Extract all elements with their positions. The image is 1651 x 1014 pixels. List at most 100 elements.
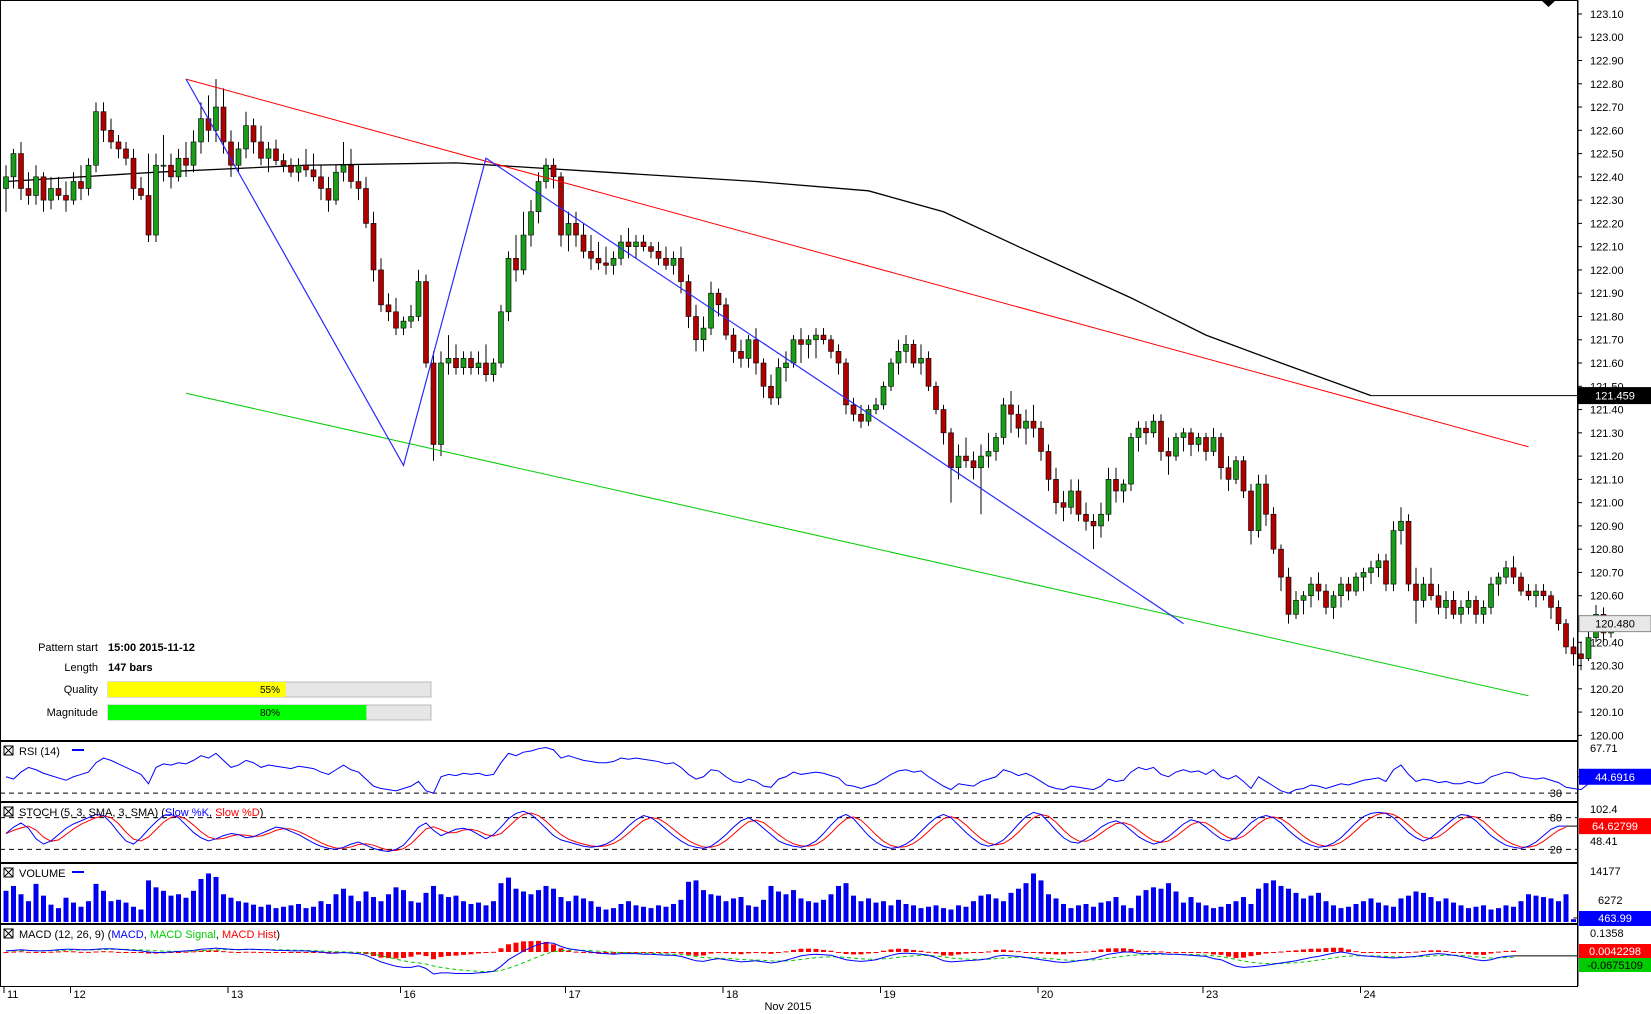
price-tick-label: 121.40 xyxy=(1590,405,1624,417)
bullish-candle xyxy=(1098,513,1104,527)
macd-hist-bar xyxy=(716,952,721,953)
macd-hist-bar xyxy=(1436,950,1441,952)
bullish-candle xyxy=(610,258,617,266)
price-panel[interactable] xyxy=(0,0,1578,741)
macd-panel[interactable] xyxy=(0,924,1578,987)
bullish-candle xyxy=(535,181,542,213)
macd-hist-bar xyxy=(453,952,459,956)
macd-hist-bar xyxy=(33,952,39,953)
bearish-candle xyxy=(453,358,459,368)
volume-bar xyxy=(446,897,451,922)
volume-bar xyxy=(1128,908,1134,922)
macd-hist-bar xyxy=(828,950,834,952)
bullish-candle xyxy=(775,367,782,399)
macd-hist-bar xyxy=(1038,952,1044,954)
bearish-candle xyxy=(940,409,947,434)
macd-hist-bar xyxy=(1458,952,1464,953)
price-tick-label: 120.40 xyxy=(1590,637,1624,649)
volume-bar xyxy=(581,898,586,922)
bearish-candle xyxy=(1525,590,1532,597)
macd-hist-bar xyxy=(401,952,406,958)
volume-bar xyxy=(1316,892,1321,922)
macd-hist-bar xyxy=(663,952,669,954)
macd-hist-bar xyxy=(1338,947,1344,952)
macd-hist-value-label: 0.0042298 xyxy=(1589,946,1641,958)
volume-bar xyxy=(33,883,39,922)
volume-bar xyxy=(566,901,571,922)
macd-hist-bar xyxy=(498,948,504,952)
macd-hist-bar xyxy=(1173,951,1179,953)
price-tick-label: 120.90 xyxy=(1590,521,1624,533)
bullish-candle xyxy=(978,455,984,469)
volume-panel[interactable] xyxy=(0,863,1578,924)
bullish-candle xyxy=(1293,600,1299,615)
volume-bar xyxy=(866,898,871,922)
bullish-candle xyxy=(235,148,242,166)
volume-bar xyxy=(731,898,736,922)
volume-bar xyxy=(1548,898,1554,922)
volume-bar xyxy=(401,890,406,922)
volume-bar xyxy=(858,901,864,922)
price-tick-label: 120.20 xyxy=(1590,684,1624,696)
macd-hist-bar xyxy=(1421,950,1426,952)
volume-bar xyxy=(948,909,954,922)
bullish-candle xyxy=(400,320,407,329)
macd-hist-bar xyxy=(611,952,616,954)
macd-hist-bar xyxy=(881,950,886,952)
bearish-candle xyxy=(63,195,69,201)
bearish-candle xyxy=(970,460,977,469)
time-tick-label: 13 xyxy=(231,989,243,1001)
bullish-candle xyxy=(1368,567,1374,573)
rsi-close-icon[interactable] xyxy=(3,745,14,756)
info-value-pattern-start: 15:00 2015-11-12 xyxy=(108,642,195,654)
volume-bar xyxy=(1188,897,1194,922)
bullish-candle xyxy=(1300,595,1307,601)
macd-close-icon-x xyxy=(3,928,14,939)
macd-hist-bar xyxy=(566,950,571,952)
stoch-close-icon[interactable] xyxy=(3,806,14,817)
macd-hist-bar xyxy=(956,952,961,955)
volume-bar xyxy=(1518,901,1524,922)
bullish-candle xyxy=(865,409,872,422)
bearish-candle xyxy=(78,181,84,189)
price-tick-label: 121.00 xyxy=(1590,498,1624,510)
volume-bar xyxy=(821,899,826,922)
macd-hist-bar xyxy=(521,941,526,952)
bearish-candle xyxy=(715,292,722,306)
quality-bar-text: 55% xyxy=(260,685,280,696)
bearish-candle xyxy=(1518,576,1524,592)
last-price-label-box xyxy=(1578,615,1651,633)
bearish-candle xyxy=(798,339,804,345)
volume-close-icon[interactable] xyxy=(3,867,14,878)
macd-hist-bar xyxy=(1001,949,1006,952)
macd-hist-bar xyxy=(228,951,234,953)
macd-hist-bar xyxy=(903,948,909,952)
macd-line xyxy=(5,942,1514,975)
macd-hist-bar xyxy=(1023,952,1029,953)
rsi-panel[interactable] xyxy=(0,741,1578,802)
macd-hist-bar xyxy=(1323,948,1329,952)
bullish-candle xyxy=(1495,576,1502,585)
macd-hist-bar xyxy=(1248,952,1254,957)
macd-hist-bar xyxy=(1271,952,1276,953)
time-tick-label: 16 xyxy=(404,989,416,1001)
macd-hist-bar xyxy=(1346,949,1351,952)
bearish-candle xyxy=(348,164,354,182)
macd-close-icon[interactable] xyxy=(3,928,14,939)
macd-hist-bar xyxy=(266,952,271,953)
volume-bar xyxy=(926,906,931,922)
macd-hist-bar xyxy=(303,952,309,953)
volume-bar xyxy=(1136,895,1141,922)
price-tick-label: 120.30 xyxy=(1590,661,1624,673)
bullish-candle xyxy=(985,451,992,457)
volume-bar xyxy=(1113,897,1119,922)
bullish-candle xyxy=(700,327,707,341)
bearish-candle xyxy=(678,258,684,282)
macd-hist-bar xyxy=(1106,948,1111,952)
candles-layer xyxy=(3,79,1614,671)
bearish-candle xyxy=(378,269,384,306)
macd-hist-bar xyxy=(776,952,781,953)
scroll-marker-icon[interactable] xyxy=(1541,0,1556,7)
volume-bar xyxy=(971,901,976,922)
